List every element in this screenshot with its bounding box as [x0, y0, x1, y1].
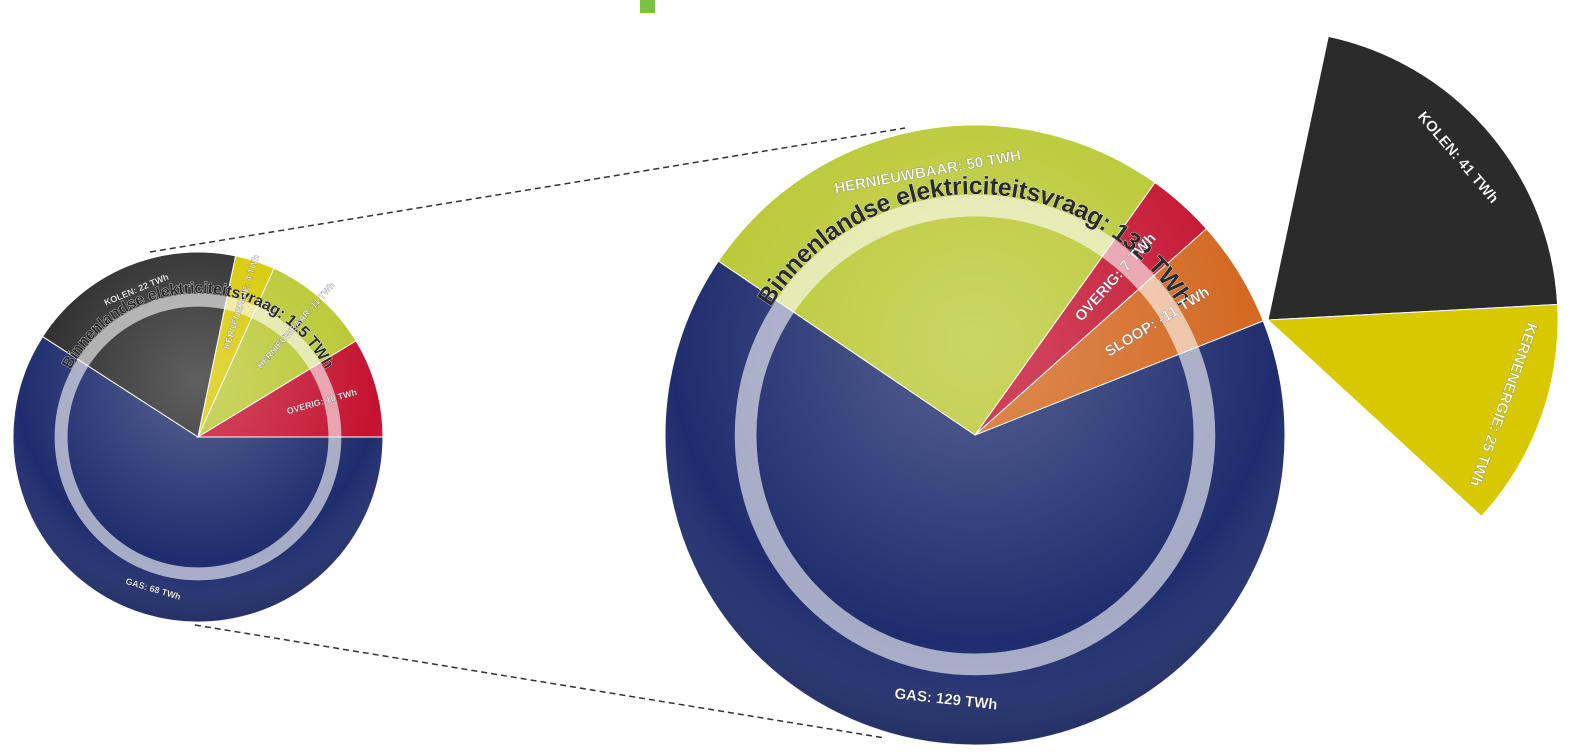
pie-slice: [1267, 35, 1559, 321]
pie-ring: [54, 293, 342, 581]
pie-ring: [734, 194, 1216, 676]
decoration: [640, 0, 655, 13]
pie-slice: [1266, 303, 1559, 518]
connector: [149, 127, 906, 253]
